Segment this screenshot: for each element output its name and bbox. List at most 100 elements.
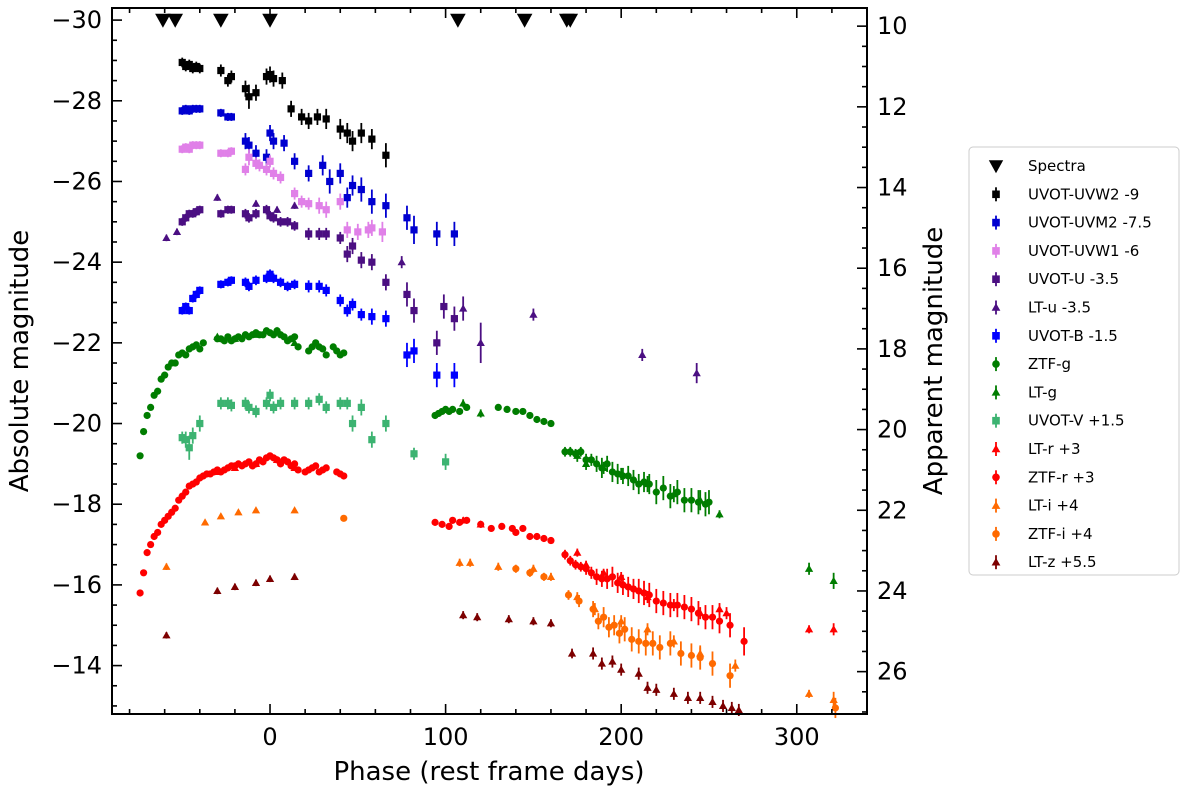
data-point [322,230,330,238]
data-point [298,113,306,121]
data-point [652,597,660,605]
data-point [512,528,520,537]
data-point [382,419,390,428]
data-point [252,149,260,157]
data-point [645,591,653,599]
x-tick-label: 100 [423,723,469,751]
data-point [290,572,299,580]
data-point [276,218,285,226]
data-point [290,338,299,346]
data-point [617,665,626,673]
data-point [546,572,556,580]
left-y-axis-ticks: −14 −16 −18 −20 −22 −24 −26 −28 −30 [51,6,122,707]
data-point [455,558,464,566]
spectrum-marker [167,13,184,28]
data-point [476,409,485,417]
data-point [305,169,313,178]
data-point [200,518,210,526]
series-ztf-r-3 [136,452,748,656]
data-point [343,399,351,407]
y-tick-label: −18 [51,490,102,518]
series-uvot-uvw2-9 [178,57,390,168]
data-point [213,332,222,340]
legend-marker [992,332,1000,340]
data-point [262,399,271,407]
data-point [217,66,225,75]
data-point [172,227,182,236]
data-point [245,93,253,101]
data-point [340,514,348,522]
series-uvot-uvw1-6 [178,141,386,242]
data-point [140,569,148,577]
data-point [343,250,351,258]
data-point [504,615,513,623]
data-point [291,189,299,198]
data-point [587,569,595,577]
data-point [687,496,696,504]
data-point [266,70,274,79]
data-point [291,157,299,165]
data-point [241,85,250,93]
data-point [718,701,728,710]
data-point [287,105,295,113]
data-point [319,161,327,169]
y-tick-label: −24 [51,248,102,276]
legend-label: UVOT-UVW1 -6 [1028,242,1139,260]
legend-item-lt-g: LT-g [991,383,1057,401]
data-point [564,591,573,599]
data-point [185,60,193,69]
data-point [227,276,235,284]
data-point [410,226,418,234]
data-point [217,109,225,117]
data-point [182,488,190,496]
data-point [726,621,734,629]
data-point [643,479,652,488]
data-point [343,226,351,234]
data-point [459,304,468,312]
data-point [433,339,441,347]
data-point [154,528,162,537]
data-point [269,75,278,83]
spectra-markers [155,13,579,28]
data-point [540,417,548,426]
spectrum-marker [450,13,466,28]
data-point [459,611,468,619]
data-point [336,234,344,242]
data-point [477,520,485,528]
data-point [600,613,608,621]
data-point [322,206,330,214]
series-lt-i-4 [162,506,838,708]
data-point [196,345,204,353]
legend-label: LT-z +5.5 [1028,553,1097,571]
data-point [336,399,344,407]
data-point [410,450,418,458]
data-point [403,214,411,222]
legend-marker [991,303,1001,311]
data-point [577,448,585,456]
data-point [196,105,204,113]
data-point [213,193,222,201]
data-point [450,371,458,379]
data-point [322,351,330,359]
data-point [262,153,271,161]
data-point [410,306,418,315]
data-point [731,661,740,669]
data-point [368,436,376,444]
data-point [322,286,330,294]
data-point [315,202,323,210]
data-point [449,516,457,524]
x-tick-label: 300 [774,723,820,751]
data-point [526,569,534,577]
legend-item-spectra: Spectra [988,157,1086,175]
data-point [561,551,569,559]
data-point [276,278,285,286]
data-point [382,315,390,323]
data-point [804,564,814,572]
data-point [251,330,261,338]
data-point [450,230,458,238]
legend-label: LT-r +3 [1028,440,1081,458]
data-point [403,351,411,359]
data-point [266,129,274,137]
data-point [687,605,696,613]
